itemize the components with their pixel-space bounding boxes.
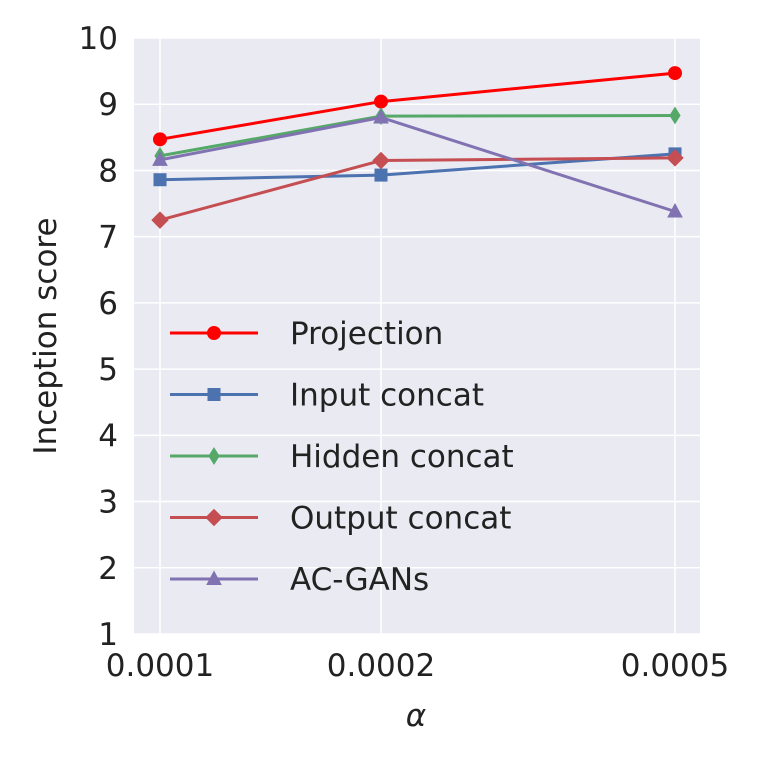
data-point <box>374 168 388 182</box>
y-tick-label: 3 <box>98 485 118 521</box>
data-point <box>372 151 390 170</box>
y-tick-label: 1 <box>98 617 118 653</box>
plot-background <box>134 38 700 634</box>
y-tick-label: 10 <box>79 21 118 57</box>
data-point <box>669 106 681 125</box>
x-tick-labels: 0.0001 0.0002 0.0005 <box>106 648 729 684</box>
legend-label: Projection <box>290 316 443 352</box>
legend-item: Input concat <box>170 378 484 414</box>
data-point <box>666 149 684 167</box>
legend-label: AC-GANs <box>290 562 429 598</box>
grid <box>134 37 700 635</box>
data-point <box>153 132 167 147</box>
legend-marker <box>207 388 221 401</box>
series-ac-gans <box>152 108 683 218</box>
y-axis-title: Inception score <box>28 217 64 454</box>
series-layer <box>151 66 684 229</box>
y-tick-label: 5 <box>98 352 118 388</box>
y-tick-label: 6 <box>98 286 118 322</box>
x-tick-label: 0.0001 <box>106 648 214 684</box>
data-point <box>668 66 682 81</box>
y-tick-label: 4 <box>98 418 118 454</box>
data-point <box>152 151 168 166</box>
data-point <box>153 173 167 187</box>
series-input-concat <box>153 147 682 187</box>
legend-item: AC-GANs <box>170 562 429 598</box>
legend: Projection Input concat Hidden concat Outpu… <box>170 316 514 598</box>
y-tick-label: 7 <box>98 220 118 256</box>
legend-marker <box>206 570 222 585</box>
legend-label: Input concat <box>290 378 484 414</box>
y-tick-label: 8 <box>98 153 118 189</box>
x-tick-label: 0.0002 <box>327 648 435 684</box>
data-point <box>373 108 389 124</box>
x-tick-label: 0.0005 <box>621 648 729 684</box>
data-point <box>151 211 169 229</box>
y-tick-label: 2 <box>98 551 118 587</box>
legend-item: Projection <box>170 316 443 352</box>
legend-label: Hidden concat <box>290 439 514 475</box>
legend-marker <box>208 447 220 465</box>
data-point <box>667 202 683 218</box>
legend-marker <box>207 326 221 340</box>
legend-marker <box>205 508 223 527</box>
data-point <box>374 94 388 109</box>
x-axis-title: α <box>406 698 426 734</box>
legend-item: Hidden concat <box>170 439 514 475</box>
legend-item: Output concat <box>170 501 511 537</box>
legend-label: Output concat <box>290 501 511 537</box>
series-output-concat <box>151 149 684 229</box>
y-tick-labels: 1 2 3 4 5 6 7 8 9 10 <box>79 21 118 653</box>
y-tick-label: 9 <box>98 87 118 123</box>
